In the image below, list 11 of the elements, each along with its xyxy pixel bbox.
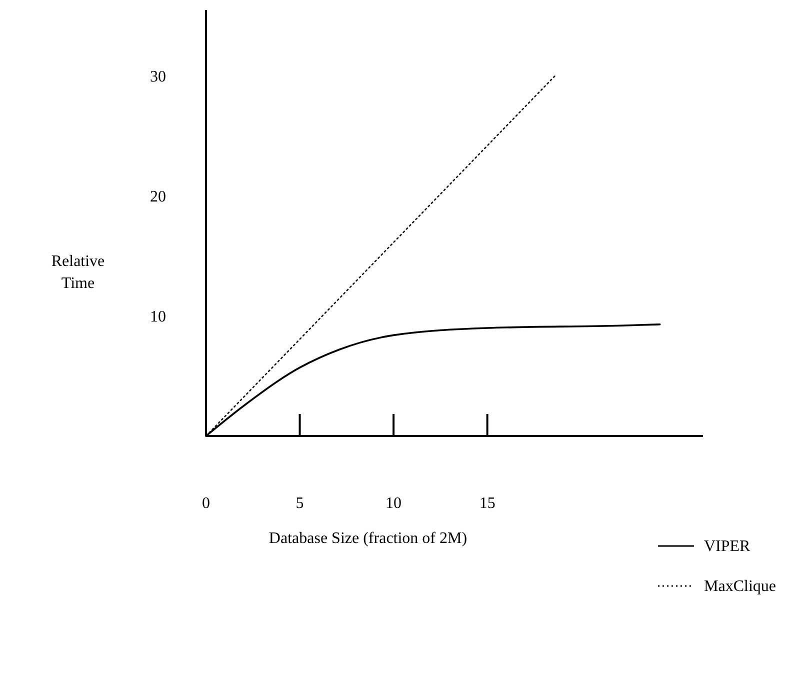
y-axis-title: Relative Time xyxy=(51,253,105,292)
legend-label: MaxClique xyxy=(704,578,776,595)
y-tick-label: 20 xyxy=(150,188,166,206)
y-tick-label: 10 xyxy=(150,308,166,326)
x-tick-label: 5 xyxy=(296,495,304,512)
x-axis-title: Database Size (fraction of 2M) xyxy=(268,530,468,547)
legend-label: VIPER xyxy=(704,538,751,555)
x-tick-label: 15 xyxy=(479,495,496,512)
x-tick-label: 0 xyxy=(202,495,210,512)
x-tick-label: 10 xyxy=(386,495,402,512)
y-tick-label: 30 xyxy=(150,68,166,86)
